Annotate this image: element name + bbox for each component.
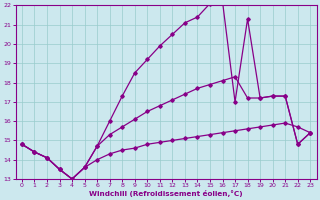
X-axis label: Windchill (Refroidissement éolien,°C): Windchill (Refroidissement éolien,°C) [89, 190, 243, 197]
